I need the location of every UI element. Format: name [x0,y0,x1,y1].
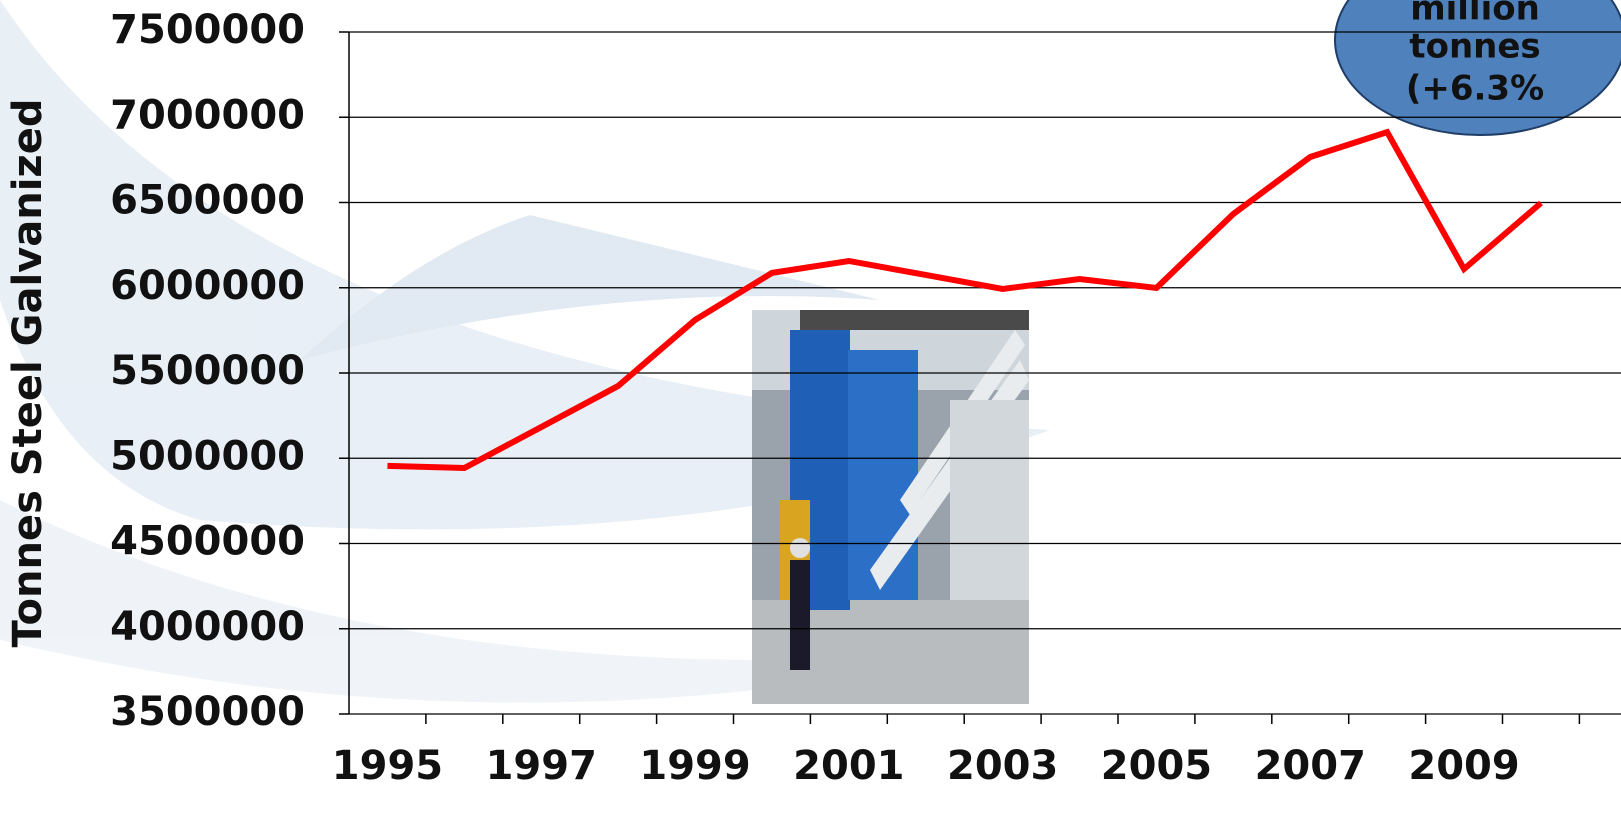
y-tick-label: 7000000 [110,92,305,138]
y-tick-label: 5000000 [110,433,305,479]
annotation-text: (+6.3% [1406,69,1544,109]
annotation-text: tonnes [1409,27,1540,67]
y-tick-label: 5500000 [110,348,305,394]
y-tick-label: 4000000 [110,604,305,650]
y-tick-label: 3500000 [110,689,305,735]
y-tick-label: 6000000 [110,263,305,309]
y-tick-label: 4500000 [110,519,305,565]
x-tick-label: 1995 [332,743,443,789]
annotation-bubble [1334,0,1621,136]
x-tick-label: 1997 [486,743,597,789]
x-tick-label: 2003 [947,743,1058,789]
data-line [387,128,1543,471]
x-tick-label: 2009 [1408,743,1519,789]
y-tick-label: 6500000 [110,178,305,224]
y-axis-label: Tonnes Steel Galvanized [5,99,51,648]
photo [752,310,1029,704]
x-tick-label: 1999 [639,743,750,789]
x-tick-label: 2001 [793,743,904,789]
y-tick-label: 7500000 [110,7,305,53]
x-tick-label: 2005 [1101,743,1212,789]
annotation-text: million [1410,0,1540,29]
x-tick-label: 2007 [1255,743,1366,789]
